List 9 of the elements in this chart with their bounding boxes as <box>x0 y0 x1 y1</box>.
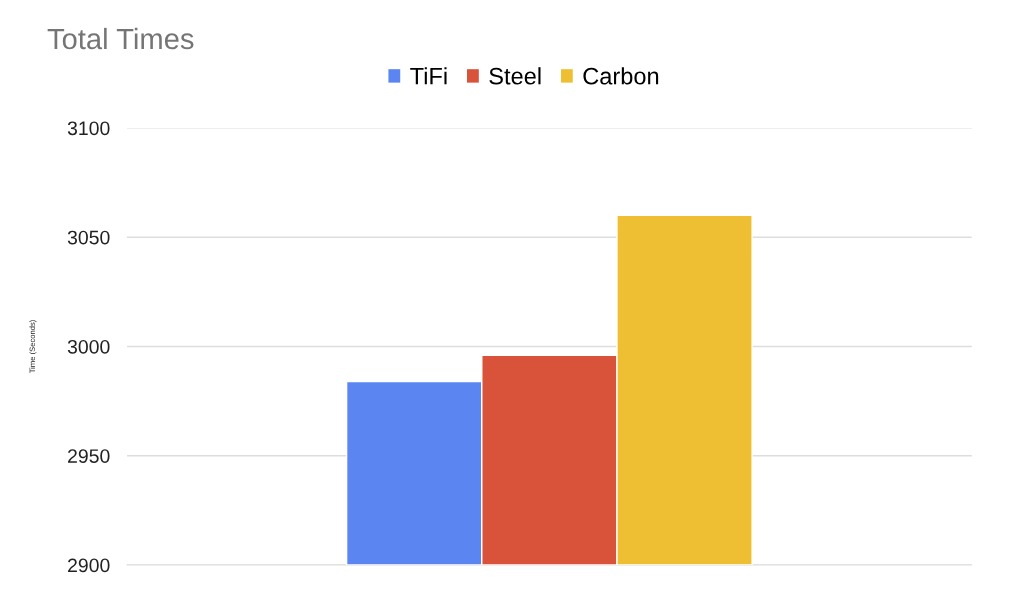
chart-title: Total Times <box>47 27 194 50</box>
legend-label: Carbon <box>583 67 659 85</box>
y-tick-label: 3050 <box>67 230 110 245</box>
y-tick-label: 3000 <box>67 339 110 354</box>
legend-label: Steel <box>489 67 541 85</box>
y-tick-label: 2950 <box>68 449 110 463</box>
y-tick-label: 2900 <box>68 558 110 573</box>
legend-label: TiFi <box>410 67 447 85</box>
y-tick-label: 3100 <box>67 121 110 136</box>
